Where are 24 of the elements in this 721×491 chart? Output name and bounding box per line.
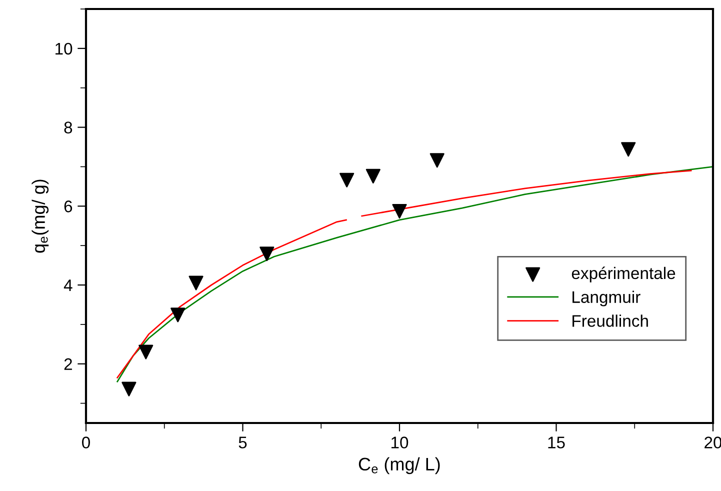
point [430,153,444,168]
point [260,246,274,262]
legend-label: Langmuir [572,290,640,306]
y-tick-label: 4 [64,280,72,292]
point [170,308,186,322]
y-tick-label: 8 [64,122,72,134]
point [188,276,204,290]
x-tick-label: 0 [82,436,90,448]
x-axis-title: C$_{e}$ (mg/ L) [358,457,440,474]
y-tick-label: 2 [64,358,72,370]
x-tick-label: 10 [392,436,408,448]
x-tick-label: 5 [238,436,247,448]
x-tick-label: 15 [548,436,565,448]
y-tick-label: 10 [56,42,72,55]
y-tick-label: 6 [64,200,72,212]
y-axis-title: q$_{e}$(mg/ g) [32,180,49,253]
point [621,142,636,157]
point [340,172,354,188]
point [138,344,154,360]
point [392,204,407,219]
legend-label: Freudlinch [572,314,648,327]
legend-label: expérimentale [572,266,676,282]
point [122,382,136,396]
point [366,168,380,184]
